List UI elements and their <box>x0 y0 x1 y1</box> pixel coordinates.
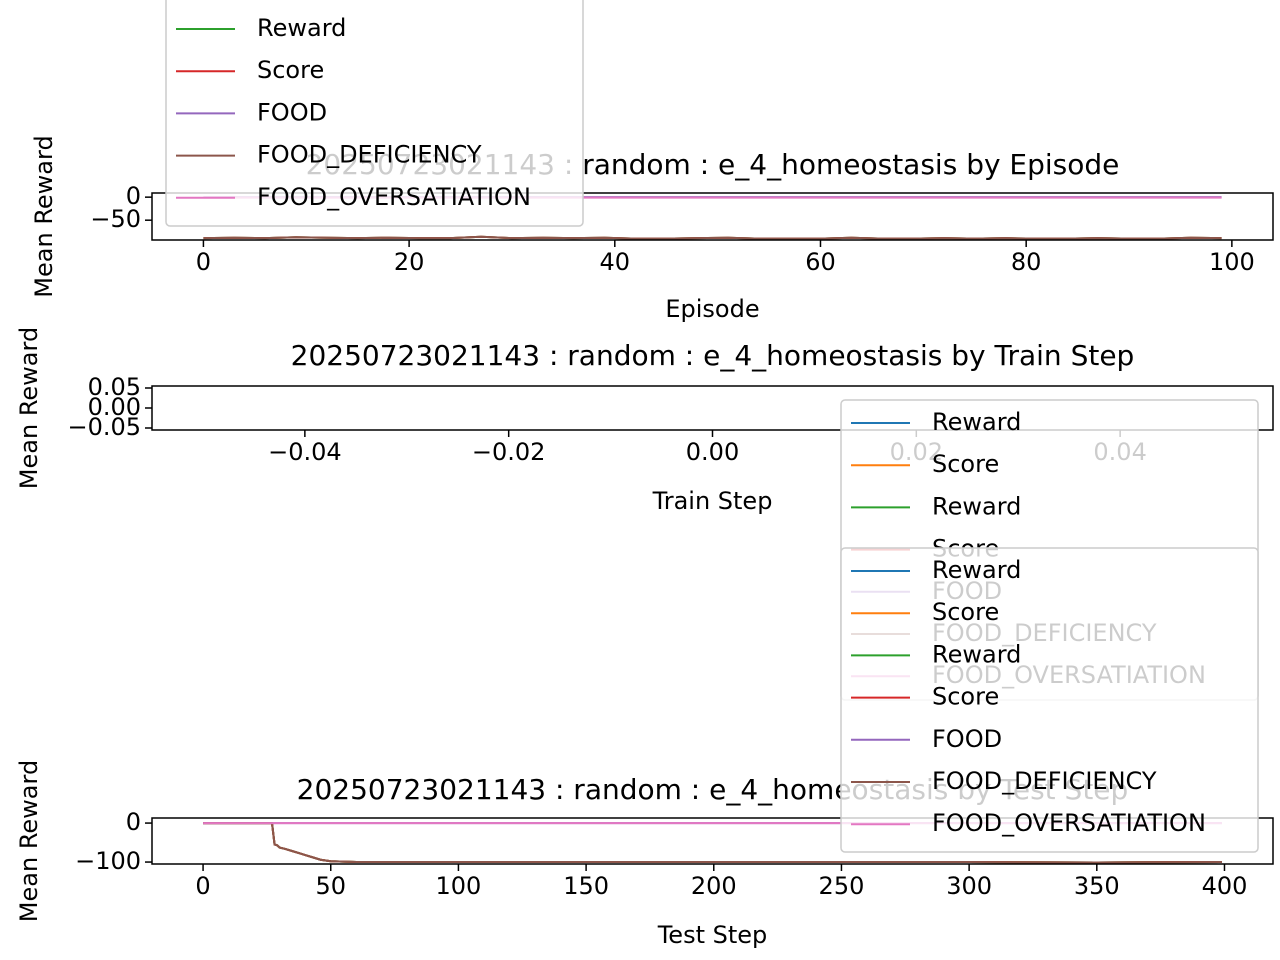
x-tick-label: 300 <box>946 872 992 900</box>
legend-box <box>165 0 584 227</box>
x-tick-label: 0.00 <box>686 438 739 466</box>
y-tick-label: −50 <box>90 205 141 233</box>
x-tick-label: 100 <box>1209 248 1255 276</box>
legend-label: FOOD_DEFICIENCY <box>257 141 482 169</box>
legend: Reward Score FOOD FOOD_DEFICIENCY FOOD_OVERS… <box>165 0 584 227</box>
legend-label: FOOD_OVERSATIATION <box>257 183 531 211</box>
legend: Reward Score Reward Score FOOD FOOD_DEFICIENC… <box>840 547 1259 853</box>
x-axis-label: Train Step <box>652 487 773 515</box>
y-tick-label: 0 <box>126 182 141 210</box>
legend-label: FOOD <box>257 98 327 126</box>
legend-label: Score <box>932 683 999 711</box>
series-line <box>203 235 1222 240</box>
y-tick-label: 0 <box>126 808 141 836</box>
x-tick-label: 40 <box>600 248 631 276</box>
legend-label: Reward <box>932 492 1021 520</box>
legend-label: Score <box>932 598 999 626</box>
legend-label: FOOD_DEFICIENCY <box>932 767 1157 795</box>
y-axis-label: Mean Reward <box>15 760 43 922</box>
x-tick-label: 250 <box>819 872 865 900</box>
y-tick-label: −0.05 <box>67 413 141 441</box>
x-tick-label: 0 <box>195 872 210 900</box>
legend-box <box>840 547 1259 853</box>
y-axis-label: Mean Reward <box>30 135 58 297</box>
x-tick-label: 150 <box>563 872 609 900</box>
series-line <box>203 822 1222 864</box>
x-tick-label: 100 <box>436 872 482 900</box>
x-tick-label: 200 <box>691 872 737 900</box>
x-tick-label: 20 <box>394 248 425 276</box>
x-tick-label: −0.02 <box>472 438 546 466</box>
x-tick-label: 0 <box>196 248 211 276</box>
x-axis-label: Test Step <box>657 921 768 949</box>
legend-label: FOOD <box>932 725 1002 753</box>
x-axis-label: Episode <box>665 295 759 323</box>
plot-frame <box>151 385 1274 431</box>
legend-label: Reward <box>257 14 346 42</box>
x-tick-label: 80 <box>1011 248 1042 276</box>
subplot: 20250723021143 : random : e_4_homeostasi… <box>30 0 1274 323</box>
legend-label: FOOD_OVERSATIATION <box>932 809 1206 837</box>
y-tick-label: 0.00 <box>88 393 141 421</box>
x-tick-label: −0.04 <box>268 438 342 466</box>
subplot-title: 20250723021143 : random : e_4_homeostasi… <box>291 339 1135 372</box>
x-tick-label: 60 <box>805 248 836 276</box>
x-tick-label: 350 <box>1074 872 1120 900</box>
y-tick-label: −100 <box>75 847 141 875</box>
legend-label: Score <box>257 56 324 84</box>
x-tick-label: 50 <box>315 872 346 900</box>
plot-frame <box>151 192 1274 241</box>
legend-label: Score <box>932 450 999 478</box>
y-tick-label: 0.05 <box>88 373 141 401</box>
subplot: 20250723021143 : random : e_4_homeostasi… <box>15 547 1274 949</box>
x-tick-label: 400 <box>1202 872 1248 900</box>
legend-label: Reward <box>932 640 1021 668</box>
legend-label: Reward <box>932 556 1021 584</box>
y-axis-label: Mean Reward <box>15 327 43 489</box>
plot-frame <box>151 817 1274 865</box>
legend-label: Reward <box>932 408 1021 436</box>
